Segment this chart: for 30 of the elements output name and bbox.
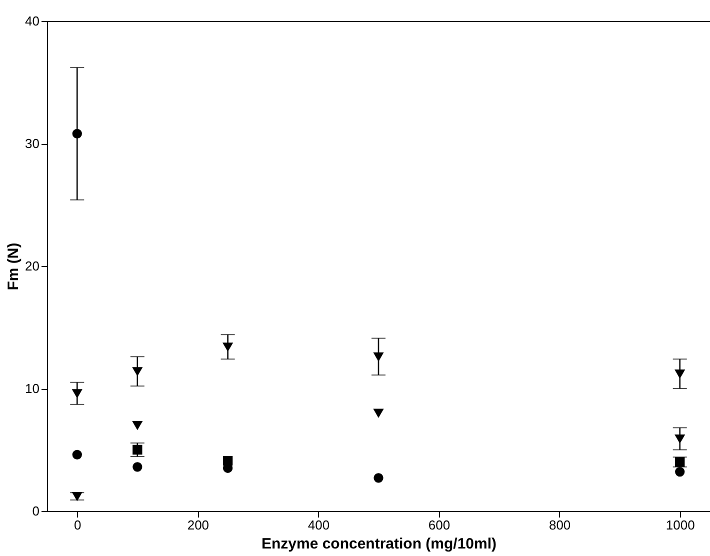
point	[72, 492, 82, 501]
point	[675, 434, 685, 443]
point	[132, 367, 142, 376]
y-tick-label: 30	[25, 136, 40, 151]
x-tick-label: 400	[308, 518, 330, 532]
x-tick-label: 200	[187, 518, 210, 532]
y-axis-title: Fm (N)	[5, 242, 22, 290]
point	[374, 352, 384, 361]
point	[222, 456, 233, 466]
x-tick-label: 600	[428, 518, 450, 532]
point	[72, 128, 82, 139]
x-tick-label: 1000	[666, 518, 695, 532]
point	[374, 473, 384, 483]
point	[374, 408, 384, 418]
y-tick-label: 40	[25, 14, 40, 28]
point	[675, 457, 685, 467]
y-tick-label: 20	[25, 258, 40, 274]
point	[132, 444, 142, 455]
y-tick-label: 0	[32, 504, 40, 518]
point	[132, 462, 142, 472]
point	[72, 389, 82, 398]
point	[132, 420, 142, 430]
x-axis-title: Enzyme concentration (mg/10ml)	[261, 536, 497, 552]
point	[72, 450, 82, 460]
point	[675, 466, 685, 477]
x-tick-label: 800	[548, 518, 571, 532]
y-tick-label: 10	[25, 381, 40, 396]
point	[675, 370, 685, 378]
x-tick-label: 0	[74, 518, 82, 532]
point	[222, 342, 233, 352]
